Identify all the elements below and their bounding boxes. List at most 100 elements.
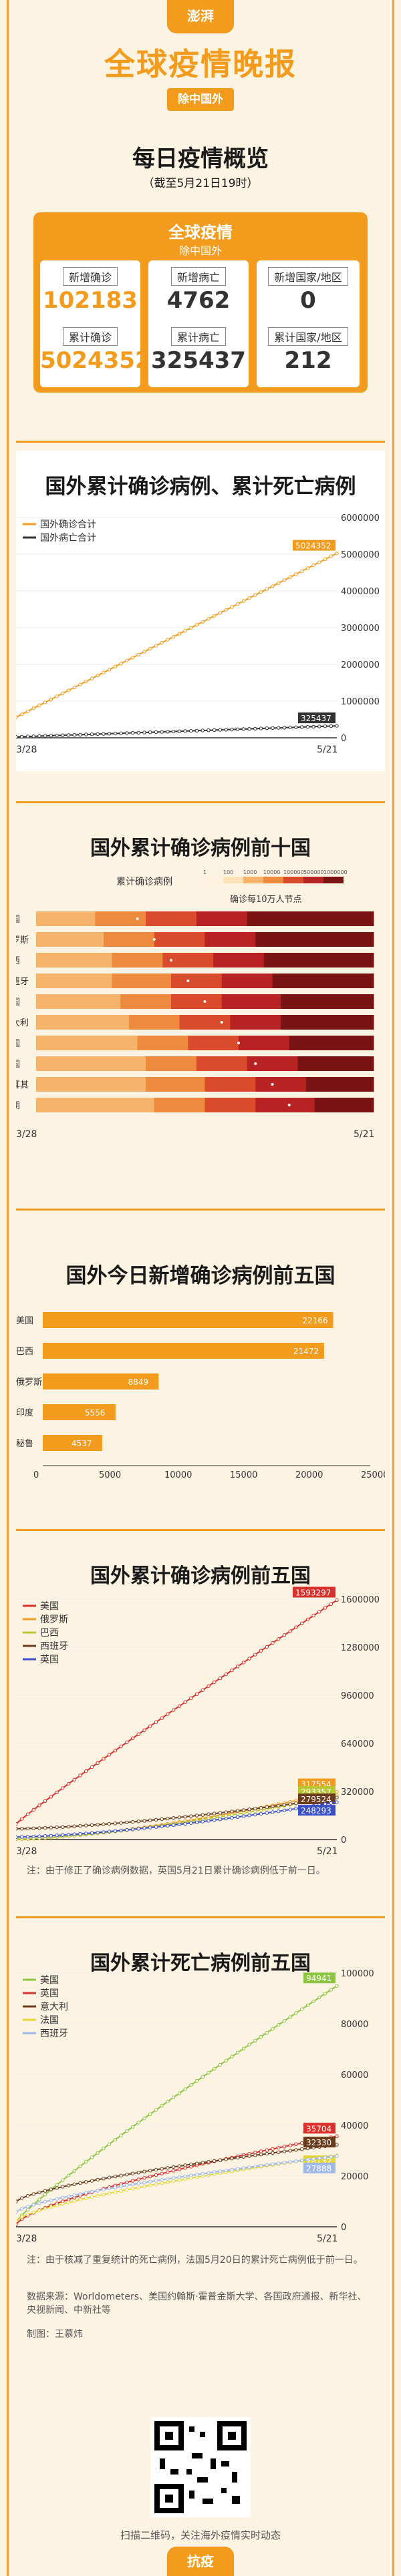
data-point xyxy=(335,1984,339,1988)
data-source: 数据来源：Worldometers、美国约翰斯·霍普金斯大学、各国政府通报、新华… xyxy=(27,2292,367,2316)
data-point xyxy=(171,729,176,734)
heatmap-cell xyxy=(196,911,205,926)
heatmap-cell xyxy=(162,932,172,947)
data-point xyxy=(189,2083,193,2087)
data-point xyxy=(119,1744,123,1749)
heatmap-cell xyxy=(78,974,88,988)
heatmap-cell xyxy=(205,1098,214,1112)
heatmap-cell xyxy=(61,932,70,947)
summary-date: （截至5月21日19时） xyxy=(142,177,259,190)
heatmap-cell xyxy=(53,953,62,968)
y-tick-label: 1000000 xyxy=(341,697,380,707)
heatmap-cell xyxy=(36,1056,45,1071)
x-tick-label: 25000 xyxy=(361,1470,385,1480)
heatmap-cell xyxy=(331,1098,340,1112)
heatmap-cell xyxy=(263,1077,273,1092)
end-label-box xyxy=(298,1793,336,1805)
data-point xyxy=(241,1661,246,1665)
heatmap-cell xyxy=(239,932,248,947)
data-point xyxy=(43,2192,47,2197)
data-point xyxy=(66,1833,71,1837)
data-point xyxy=(31,2210,35,2215)
end-label: 279524 xyxy=(301,1795,331,1804)
heatmap-cell xyxy=(230,911,239,926)
heatmap-cell xyxy=(221,932,231,947)
data-point xyxy=(305,566,310,570)
heatmap-cell xyxy=(306,1098,315,1112)
heatmap-cell xyxy=(281,932,290,947)
heatmap-cell xyxy=(297,974,307,988)
heatmap-cell xyxy=(154,1015,163,1030)
data-point xyxy=(142,1728,146,1732)
heatmap-cell xyxy=(78,1015,88,1030)
data-point xyxy=(213,1811,217,1815)
heatmap-cell xyxy=(196,994,205,1009)
data-point xyxy=(207,2071,211,2075)
heatmap-cell xyxy=(297,1098,307,1112)
heatmap-cell xyxy=(146,974,155,988)
x-tick-label: 3/28 xyxy=(16,1846,37,1857)
data-point xyxy=(294,2148,298,2152)
heatmap-cell xyxy=(205,1077,214,1092)
qr-code[interactable] xyxy=(150,2417,251,2517)
data-point xyxy=(189,1696,193,1700)
heatmap-cell xyxy=(205,1015,214,1030)
new-cases-value: 102183 xyxy=(43,287,138,314)
data-point xyxy=(61,2202,65,2206)
data-point xyxy=(55,2203,59,2207)
heatmap-cell xyxy=(70,932,79,947)
data-point xyxy=(148,730,152,734)
data-point xyxy=(265,1645,269,1649)
data-point xyxy=(299,725,304,729)
data-point xyxy=(189,1814,193,1818)
data-point xyxy=(136,2121,141,2125)
data-point xyxy=(317,724,321,728)
heatmap-cell xyxy=(196,1015,205,1030)
heatmap-cell xyxy=(263,974,273,988)
heatmap-cell xyxy=(112,1098,121,1112)
data-point xyxy=(20,734,24,738)
data-point xyxy=(78,1823,82,1828)
end-label-box xyxy=(293,1586,336,1598)
data-point xyxy=(271,2147,275,2151)
data-point xyxy=(241,2155,246,2159)
data-point xyxy=(142,2181,146,2185)
data-point xyxy=(49,734,53,738)
heatmap-cell xyxy=(281,1015,290,1030)
total-deaths-label: 累计病亡 xyxy=(170,327,226,346)
data-point xyxy=(37,2190,41,2195)
data-point xyxy=(241,1808,246,1812)
heatmap-cell xyxy=(356,911,366,926)
data-point xyxy=(218,1811,223,1815)
data-point xyxy=(166,2180,170,2184)
data-point xyxy=(72,685,77,690)
heatmap-cell xyxy=(356,1056,366,1071)
heatmap-cell xyxy=(137,994,146,1009)
new-countries-label: 新增国家/地区 xyxy=(268,267,348,286)
legend-label: 美国 xyxy=(40,1601,59,1612)
row-label: 法国 xyxy=(16,1039,20,1049)
data-point xyxy=(235,2167,240,2171)
data-point xyxy=(288,575,292,580)
data-point xyxy=(171,1823,176,1827)
heatmap-cell xyxy=(112,974,121,988)
heatmap-cell xyxy=(36,1015,45,1030)
heatmap-cell xyxy=(255,1015,265,1030)
heatmap-cell xyxy=(95,1056,104,1071)
x-tick-label: 5/21 xyxy=(317,2233,338,2244)
data-point xyxy=(16,2222,18,2226)
heatmap-cell xyxy=(340,994,349,1009)
data-point xyxy=(299,2147,304,2151)
milestone-dot xyxy=(136,917,139,920)
heatmap-cell xyxy=(331,1056,340,1071)
end-label-box xyxy=(303,2163,336,2174)
x-tick-label: 10000 xyxy=(164,1470,192,1480)
legend-label: 西班牙 xyxy=(40,2028,68,2039)
data-point xyxy=(194,1692,199,1696)
data-point xyxy=(282,1808,287,1813)
data-point xyxy=(136,1819,141,1823)
data-point xyxy=(207,617,211,621)
data-point xyxy=(294,725,298,729)
data-point xyxy=(183,2174,187,2178)
heatmap-cell xyxy=(356,932,366,947)
